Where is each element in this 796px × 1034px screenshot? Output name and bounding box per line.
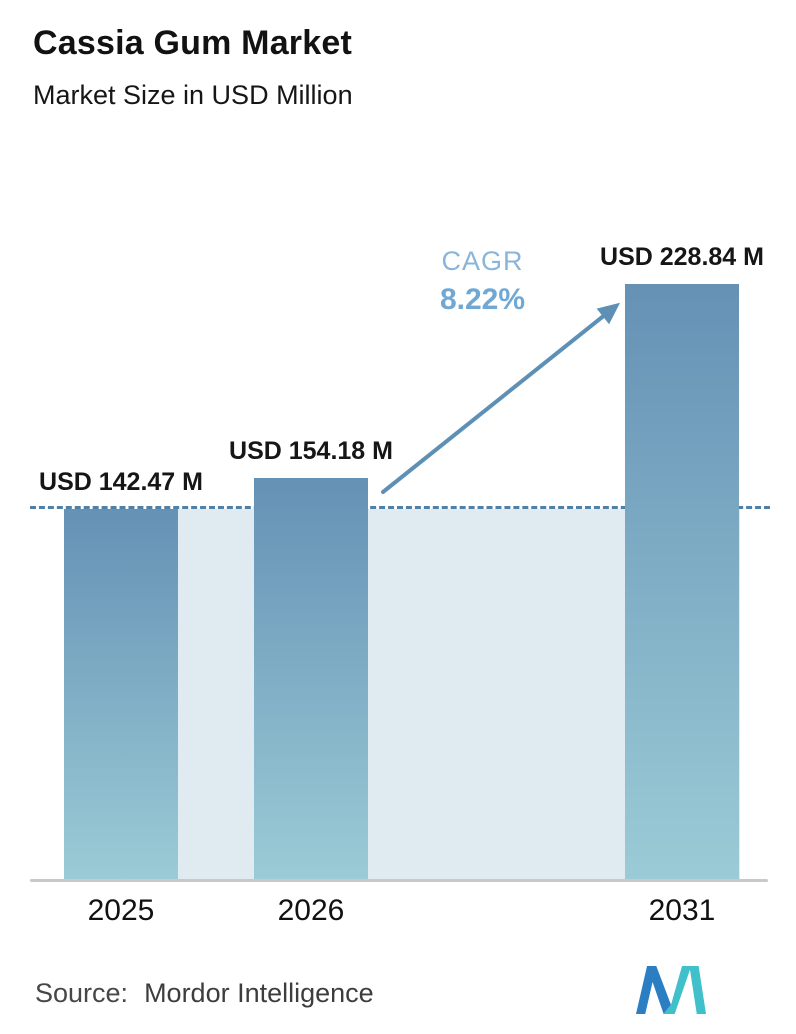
- value-label: USD 154.18 M: [229, 437, 393, 466]
- x-axis-line: [30, 879, 768, 882]
- cagr-label: CAGR: [441, 246, 524, 276]
- source-name: Mordor Intelligence: [144, 978, 374, 1008]
- chart-subtitle: Market Size in USD Million: [33, 80, 353, 110]
- bar-2025: USD 142.47 M 2025: [39, 468, 203, 927]
- cagr-value: 8.22%: [439, 283, 526, 316]
- chart-title: Cassia Gum Market: [33, 24, 352, 62]
- mordor-intelligence-logo-icon: [636, 966, 706, 1014]
- source-label: Source:: [35, 978, 129, 1008]
- category-label: 2031: [648, 894, 716, 927]
- bar-2031: USD 228.84 M 2031: [600, 243, 764, 927]
- source-attribution: Source: Mordor Intelligence: [35, 978, 374, 1009]
- category-label: 2025: [87, 894, 155, 927]
- value-label: USD 142.47 M: [39, 468, 203, 497]
- baseline-dashed-line: [30, 506, 770, 509]
- category-label: 2026: [277, 894, 345, 927]
- value-label: USD 228.84 M: [600, 243, 764, 272]
- cagr-annotation: CAGR 8.22%: [395, 246, 570, 317]
- bar-2026: USD 154.18 M 2026: [229, 437, 393, 927]
